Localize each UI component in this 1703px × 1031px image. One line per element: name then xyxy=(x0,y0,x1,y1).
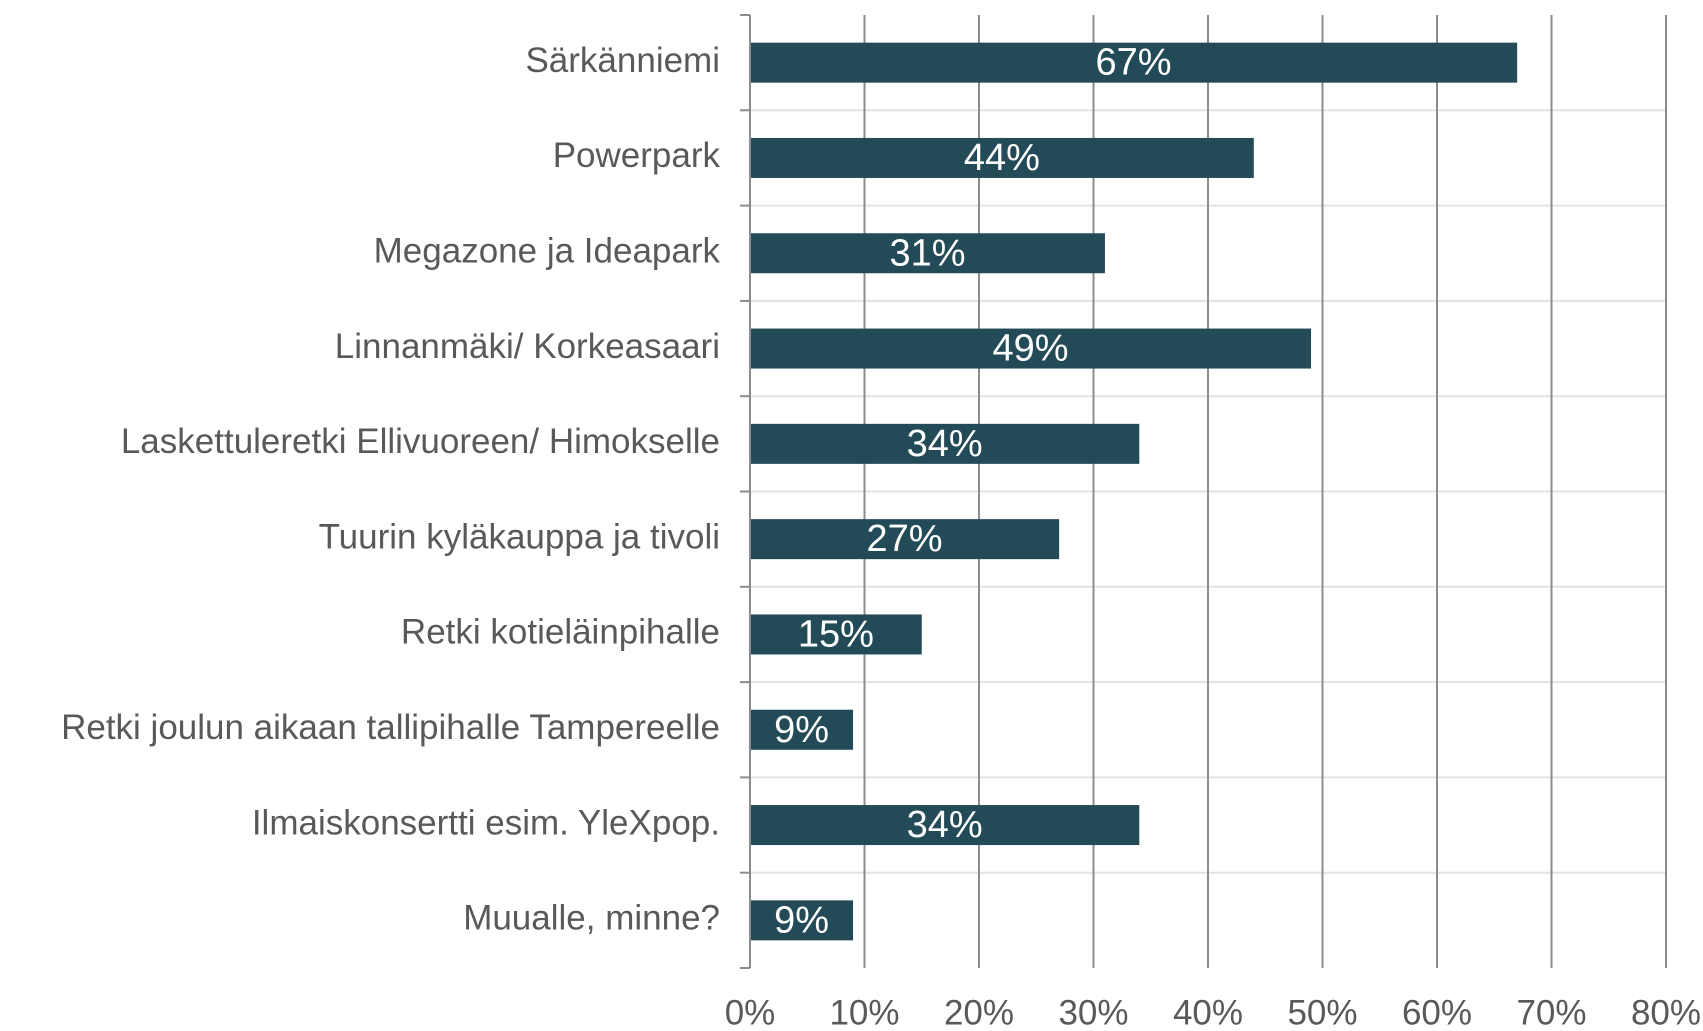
bar xyxy=(750,900,854,941)
category-label: Retki kotieläinpihalle xyxy=(401,613,720,652)
value-label: 15% xyxy=(798,613,874,655)
bar xyxy=(750,423,1140,464)
x-tick-label: 80% xyxy=(1631,993,1701,1031)
value-label: 44% xyxy=(964,137,1040,179)
bar xyxy=(750,709,854,750)
bar xyxy=(750,42,1518,83)
category-label: Retki joulun aikaan tallipihalle Tampere… xyxy=(61,708,720,747)
category-label: Megazone ja Ideapark xyxy=(374,232,721,271)
category-label: Linnanmäki/ Korkeasaari xyxy=(335,327,720,366)
x-tick-label: 0% xyxy=(725,993,776,1031)
x-tick-label: 40% xyxy=(1173,993,1243,1031)
bar xyxy=(750,805,1140,846)
bar xyxy=(750,519,1060,560)
value-label: 34% xyxy=(907,804,983,846)
bar xyxy=(750,233,1105,274)
x-tick-label: 60% xyxy=(1402,993,1472,1031)
x-tick-label: 10% xyxy=(829,993,899,1031)
x-tick-label: 70% xyxy=(1516,993,1586,1031)
value-label: 67% xyxy=(1096,42,1172,84)
category-label: Muualle, minne? xyxy=(463,899,720,938)
value-label: 49% xyxy=(992,328,1068,370)
bar xyxy=(750,328,1312,369)
x-tick-label: 30% xyxy=(1058,993,1128,1031)
category-label: Särkänniemi xyxy=(525,41,720,80)
x-tick-label: 20% xyxy=(944,993,1014,1031)
value-label: 9% xyxy=(774,709,829,751)
value-label: 9% xyxy=(774,899,829,941)
value-label: 27% xyxy=(867,518,943,560)
bar xyxy=(750,137,1254,178)
value-label: 31% xyxy=(889,232,965,274)
value-label: 34% xyxy=(907,423,983,465)
category-label: Tuurin kyläkauppa ja tivoli xyxy=(319,517,720,556)
category-label: Laskettuleretki Ellivuoreen/ Himokselle xyxy=(121,422,720,461)
category-label: Ilmaiskonsertti esim. YleXpop. xyxy=(252,803,720,842)
x-tick-label: 50% xyxy=(1287,993,1357,1031)
category-label: Powerpark xyxy=(553,136,721,175)
bar xyxy=(750,614,922,655)
